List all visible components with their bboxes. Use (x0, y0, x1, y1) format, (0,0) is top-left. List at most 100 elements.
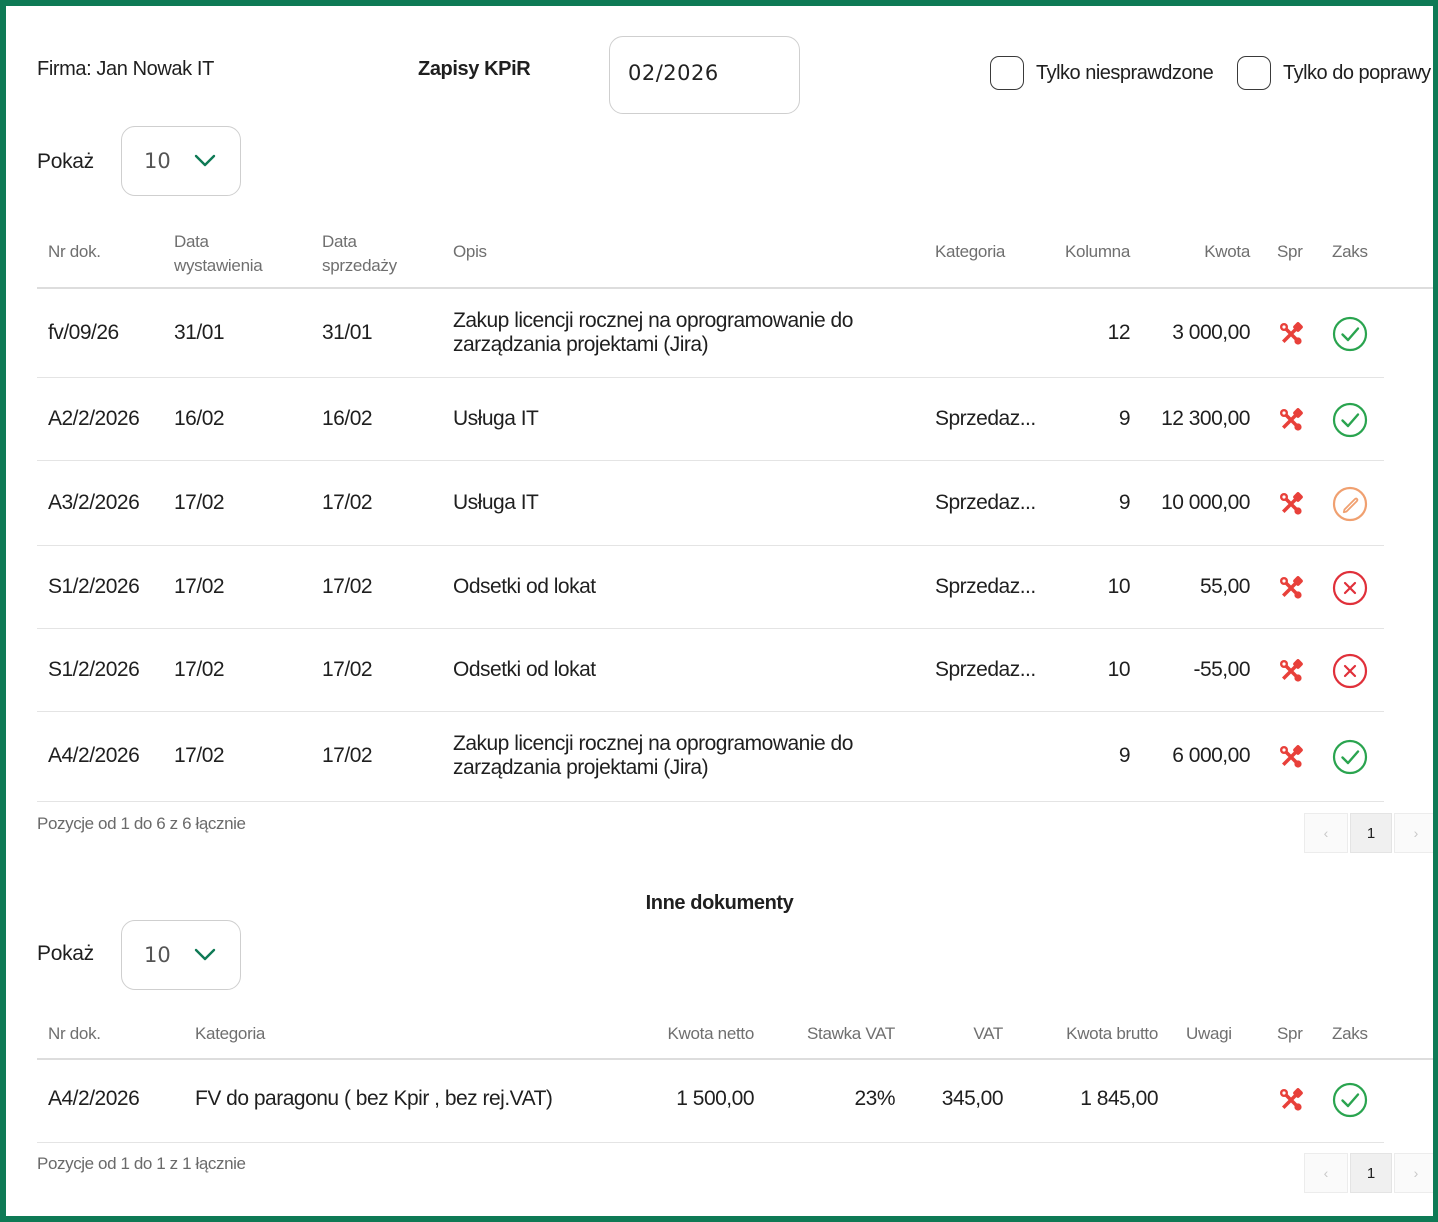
cell-description: Zakup licencji rocznej na oprogramowanie… (453, 732, 853, 779)
pagination-prev-button[interactable]: ‹ (1304, 813, 1348, 853)
cell-issue-date: 17/02 (174, 491, 225, 514)
col-header-issue-date[interactable]: Data wystawienia (174, 230, 263, 278)
pagination-page-button[interactable]: 1 (1350, 1153, 1392, 1193)
row-divider (37, 545, 1384, 546)
cell-column: 9 (1118, 407, 1131, 430)
col-header-category[interactable]: Kategoria (195, 1024, 266, 1043)
page-size-select[interactable]: 10 (121, 126, 241, 196)
cell-vat-rate: 23% (854, 1087, 895, 1110)
x-circle-icon[interactable] (1332, 653, 1368, 694)
chevron-down-icon (194, 154, 215, 167)
kpir-info: Pozycje od 1 do 6 z 6 łącznie (37, 814, 246, 833)
cell-issue-date: 17/02 (174, 575, 225, 598)
col-header-issue-date-line2: wystawienia (174, 256, 263, 275)
cell-column: 9 (1118, 744, 1131, 767)
cell-category: Sprzedaz... (935, 658, 1036, 681)
cell-sale-date: 17/02 (322, 658, 373, 681)
col-header-vat-rate[interactable]: Stawka VAT (806, 1024, 895, 1043)
tools-icon[interactable] (1278, 744, 1304, 775)
pagination-next-button[interactable]: › (1394, 1153, 1433, 1193)
col-header-nr[interactable]: Nr dok. (48, 1024, 101, 1043)
other-pagination: ‹ 1 › (1304, 1153, 1433, 1193)
page-size-value: 10 (144, 149, 171, 173)
col-header-spr[interactable]: Spr (1277, 1024, 1303, 1043)
tools-icon[interactable] (1278, 575, 1304, 606)
cell-amount: 6 000,00 (1172, 744, 1250, 767)
col-header-net[interactable]: Kwota netto (667, 1024, 755, 1043)
page-size-select[interactable]: 10 (121, 920, 241, 990)
col-header-vat[interactable]: VAT (973, 1024, 1003, 1043)
col-header-sale-date-line2: sprzedaży (322, 256, 397, 275)
cell-nr: A4/2/2026 (48, 1087, 140, 1110)
cell-category: Sprzedaz... (935, 491, 1036, 514)
col-header-desc[interactable]: Opis (453, 242, 487, 261)
cell-amount: 12 300,00 (1161, 407, 1250, 430)
col-header-gross[interactable]: Kwota brutto (1066, 1024, 1158, 1043)
col-header-issue-date-line1: Data (174, 232, 209, 251)
pencil-circle-icon[interactable] (1332, 486, 1368, 527)
col-header-sale-date-line1: Data (322, 232, 357, 251)
cell-description: Zakup licencji rocznej na oprogramowanie… (453, 309, 853, 356)
show-label: Pokaż (37, 942, 94, 965)
cell-amount: -55,00 (1193, 658, 1250, 681)
filter-unchecked-label: Tylko niesprawdzone (1036, 61, 1214, 84)
col-header-sale-date[interactable]: Data sprzedaży (322, 230, 397, 278)
check-circle-icon[interactable] (1332, 739, 1368, 780)
filter-to-fix-checkbox[interactable]: Tylko do poprawy (1237, 56, 1431, 90)
cell-nr: S1/2/2026 (48, 575, 140, 598)
cell-amount: 55,00 (1199, 575, 1251, 598)
checkbox-box[interactable] (1237, 56, 1271, 90)
check-circle-icon[interactable] (1332, 316, 1368, 357)
x-circle-icon[interactable] (1332, 570, 1368, 611)
chevron-down-icon (194, 948, 215, 961)
cell-issue-date: 17/02 (174, 744, 225, 767)
company-name: Firma: Jan Nowak IT (37, 58, 214, 80)
cell-column: 12 (1107, 321, 1131, 344)
col-header-category[interactable]: Kategoria (935, 242, 1006, 261)
page-size-value: 10 (144, 943, 171, 967)
tools-icon[interactable] (1278, 407, 1304, 438)
row-divider (37, 460, 1384, 461)
tools-icon[interactable] (1278, 1087, 1304, 1118)
row-divider (37, 801, 1384, 802)
period-input[interactable]: 02/2026 (609, 36, 800, 114)
col-header-column[interactable]: Kolumna (1065, 242, 1130, 261)
filter-to-fix-label: Tylko do poprawy (1283, 61, 1431, 84)
col-header-spr[interactable]: Spr (1277, 242, 1303, 261)
cell-sale-date: 31/01 (322, 321, 373, 344)
cell-nr: A2/2/2026 (48, 407, 140, 430)
cell-sale-date: 17/02 (322, 491, 373, 514)
row-divider (37, 1142, 1384, 1143)
col-header-nr[interactable]: Nr dok. (48, 242, 101, 261)
checkbox-box[interactable] (990, 56, 1024, 90)
cell-sale-date: 17/02 (322, 575, 373, 598)
check-circle-icon[interactable] (1332, 402, 1368, 443)
pagination-page-button[interactable]: 1 (1350, 813, 1392, 853)
col-header-notes[interactable]: Uwagi (1186, 1024, 1232, 1043)
cell-nr: A4/2/2026 (48, 744, 140, 767)
filter-unchecked-checkbox[interactable]: Tylko niesprawdzone (990, 56, 1214, 90)
cell-category: Sprzedaz... (935, 575, 1036, 598)
cell-nr: fv/09/26 (48, 321, 119, 344)
page-title: Zapisy KPiR (418, 58, 531, 80)
tools-icon[interactable] (1278, 491, 1304, 522)
col-header-zaks[interactable]: Zaks (1332, 242, 1368, 261)
cell-description: Odsetki od lokat (453, 658, 596, 681)
cell-issue-date: 17/02 (174, 658, 225, 681)
cell-gross-amount: 1 845,00 (1080, 1087, 1158, 1110)
col-header-amount[interactable]: Kwota (1204, 242, 1250, 261)
cell-category: FV do paragonu ( bez Kpir , bez rej.VAT) (195, 1087, 553, 1110)
pagination-next-button[interactable]: › (1394, 813, 1433, 853)
tools-icon[interactable] (1278, 658, 1304, 689)
col-header-zaks[interactable]: Zaks (1332, 1024, 1368, 1043)
cell-description: Usługa IT (453, 491, 539, 514)
cell-sale-date: 16/02 (322, 407, 373, 430)
check-circle-icon[interactable] (1332, 1082, 1368, 1123)
cell-description: Odsetki od lokat (453, 575, 596, 598)
pagination-prev-button[interactable]: ‹ (1304, 1153, 1348, 1193)
cell-issue-date: 16/02 (174, 407, 225, 430)
cell-category: Sprzedaz... (935, 407, 1036, 430)
tools-icon[interactable] (1278, 321, 1304, 352)
other-info: Pozycje od 1 do 1 z 1 łącznie (37, 1154, 246, 1173)
